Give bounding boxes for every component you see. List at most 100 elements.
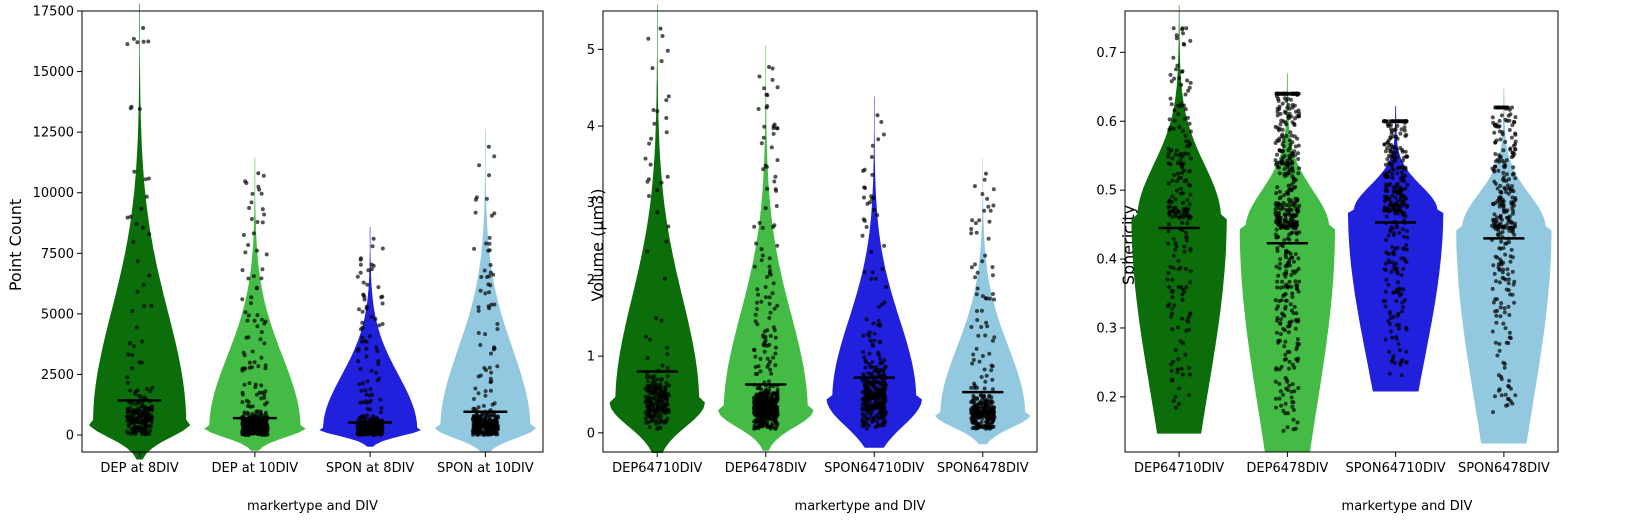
data-point — [655, 386, 660, 391]
data-point — [1391, 290, 1396, 295]
data-point — [753, 372, 758, 376]
data-point — [1188, 192, 1193, 197]
data-point — [1385, 157, 1390, 162]
data-point — [1179, 151, 1184, 156]
data-point — [364, 399, 369, 404]
data-point — [1166, 241, 1170, 246]
data-point — [473, 197, 478, 202]
data-point — [1395, 336, 1399, 341]
data-point — [365, 413, 370, 418]
data-point — [775, 303, 780, 308]
data-point — [865, 417, 870, 422]
data-point — [873, 400, 878, 405]
data-point — [1173, 241, 1178, 246]
data-point — [1289, 208, 1294, 212]
y-tick-label: 5000 — [41, 307, 74, 322]
data-point — [662, 421, 667, 426]
data-point — [241, 430, 246, 434]
data-point — [1176, 285, 1181, 289]
data-point — [1188, 80, 1193, 85]
data-point — [1513, 139, 1518, 144]
data-point — [1501, 360, 1506, 365]
data-point — [869, 372, 874, 377]
data-point — [865, 392, 870, 397]
data-point — [1389, 316, 1394, 320]
data-point — [757, 221, 762, 225]
data-point — [141, 225, 145, 230]
data-point — [773, 335, 778, 340]
data-point — [487, 365, 492, 370]
data-point — [871, 321, 876, 326]
data-point — [1186, 152, 1191, 157]
data-point — [264, 252, 269, 257]
data-point — [862, 167, 867, 172]
data-point — [1283, 328, 1287, 333]
data-point — [370, 432, 375, 437]
data-point — [1389, 154, 1394, 159]
data-point — [1507, 378, 1512, 383]
data-point — [1383, 268, 1388, 272]
data-point — [883, 285, 888, 289]
data-point — [1278, 389, 1283, 394]
data-point — [240, 400, 245, 405]
data-point — [1287, 138, 1292, 143]
data-point — [375, 378, 380, 383]
data-point — [1288, 130, 1293, 135]
data-point — [658, 26, 663, 31]
data-point — [243, 422, 248, 426]
data-point — [138, 414, 142, 419]
data-point — [759, 141, 764, 146]
data-point — [1397, 286, 1402, 291]
data-point — [249, 424, 254, 429]
data-point — [257, 390, 262, 395]
data-point — [149, 404, 154, 409]
axes-frame — [81, 10, 544, 453]
data-point — [1390, 260, 1395, 265]
data-point — [1185, 235, 1189, 240]
data-point — [358, 270, 363, 275]
data-point — [1294, 213, 1299, 218]
data-point — [1493, 140, 1498, 145]
data-point — [772, 306, 777, 311]
data-point — [1295, 231, 1299, 236]
data-point — [1284, 298, 1288, 303]
data-point — [769, 371, 774, 376]
data-point — [1187, 216, 1191, 221]
data-point — [1290, 295, 1295, 299]
data-point — [1286, 220, 1291, 225]
data-point — [770, 392, 775, 397]
data-point — [483, 426, 488, 431]
data-point — [1283, 111, 1288, 115]
data-point — [665, 374, 670, 379]
data-point — [1171, 359, 1176, 364]
data-point — [1402, 179, 1407, 184]
data-point — [489, 351, 493, 356]
data-point — [476, 305, 481, 310]
data-point — [1275, 279, 1280, 284]
data-point — [1185, 221, 1190, 226]
data-point — [762, 343, 767, 348]
data-point — [1383, 337, 1388, 342]
data-point — [1399, 170, 1404, 175]
data-point — [256, 364, 261, 369]
data-point — [253, 385, 258, 390]
data-point — [131, 344, 136, 349]
data-point — [1289, 273, 1294, 277]
data-point — [1506, 281, 1511, 286]
y-tick-label: 15000 — [33, 65, 74, 80]
data-point — [666, 94, 671, 99]
data-point — [977, 359, 982, 364]
data-point — [1491, 410, 1495, 415]
data-point — [1279, 364, 1284, 369]
data-point — [1173, 405, 1178, 410]
data-point — [1282, 193, 1287, 198]
data-point — [767, 301, 772, 306]
data-point — [1274, 307, 1279, 311]
data-point — [1395, 123, 1400, 128]
data-point — [473, 386, 478, 391]
data-point — [1400, 158, 1405, 163]
data-point — [371, 414, 376, 418]
x-tick-label: DEP6478DIV — [725, 461, 807, 476]
data-point — [1387, 349, 1392, 354]
data-point — [483, 422, 487, 427]
